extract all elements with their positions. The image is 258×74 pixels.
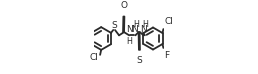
Text: F: F (164, 51, 169, 60)
Text: Cl: Cl (164, 17, 173, 26)
Text: H: H (133, 20, 139, 29)
Text: H: H (142, 20, 148, 29)
Text: S: S (111, 21, 117, 30)
Text: H: H (126, 37, 132, 46)
Text: Cl: Cl (89, 53, 98, 62)
Text: O: O (120, 1, 127, 10)
Text: N: N (140, 25, 147, 34)
Text: S: S (136, 56, 142, 65)
Text: N: N (126, 25, 133, 34)
Text: N: N (131, 25, 138, 34)
